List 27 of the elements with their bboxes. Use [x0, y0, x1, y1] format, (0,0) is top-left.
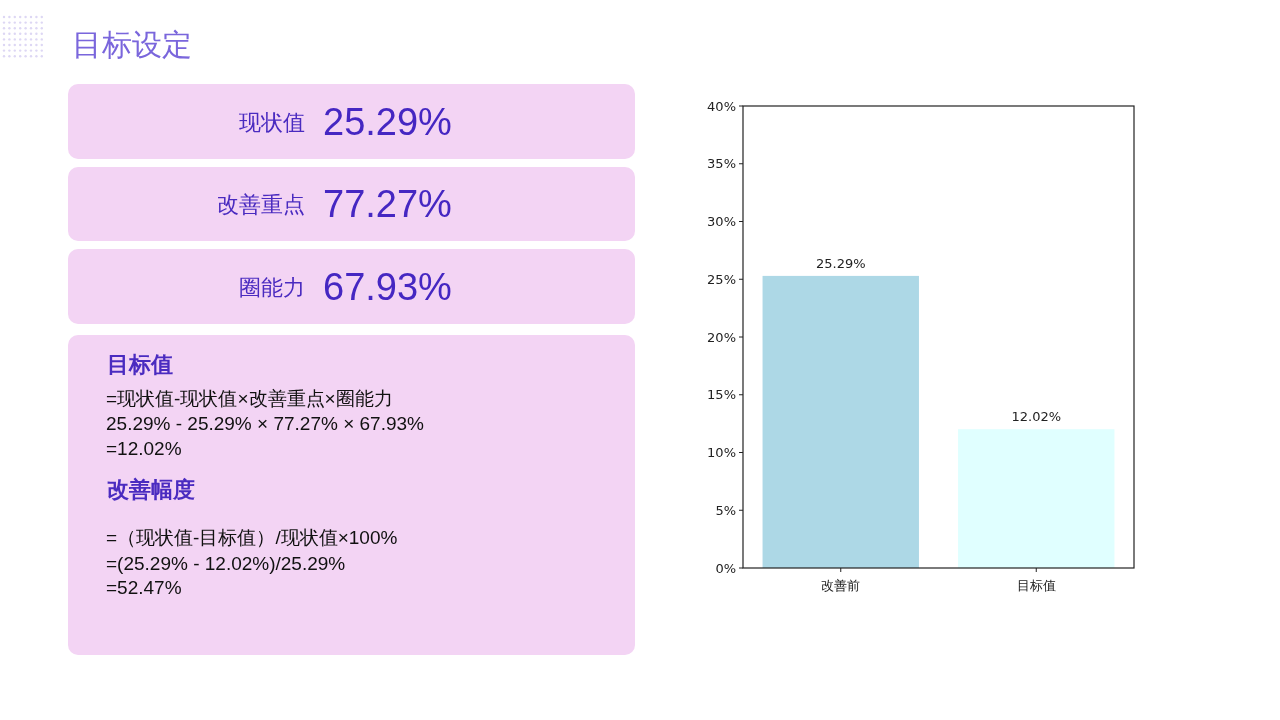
text: 25.29% — [323, 100, 452, 143]
text: 改善重点 — [217, 192, 305, 217]
text: =12.02% — [106, 438, 182, 459]
text: =现状值-现状值×改善重点×圈能力 — [106, 388, 393, 409]
y-tick-label: 25% — [707, 271, 736, 287]
y-tick-label: 20% — [707, 329, 736, 345]
y-tick-label: 0% — [715, 560, 736, 576]
text: 67.93% — [323, 265, 452, 308]
text: =(25.29% - 12.02%)/25.29% — [106, 553, 346, 574]
y-tick-label: 35% — [707, 156, 736, 172]
data-label: 12.02% — [1011, 409, 1062, 425]
y-tick-label: 15% — [707, 387, 736, 403]
text: 圈能力 — [239, 274, 305, 300]
y-tick-label: 40% — [707, 98, 736, 114]
data-label: 25.29% — [815, 255, 866, 271]
y-tick-label: 5% — [715, 502, 736, 518]
x-tick-label: 改善前 — [821, 578, 861, 593]
y-tick-label: 30% — [707, 214, 736, 229]
text: =52.47% — [106, 577, 182, 598]
text: 改善幅度 — [107, 477, 195, 502]
y-tick-label: 10% — [707, 445, 736, 460]
text: 目标值 — [107, 352, 173, 377]
text: =（现状值-目标值）/现状值×100% — [106, 527, 398, 548]
text: 25.29% - 25.29% × 77.27% × 67.93% — [106, 413, 425, 434]
text: 目标设定 — [72, 28, 192, 61]
text: 现状值 — [239, 109, 305, 135]
text: 77.27% — [323, 183, 452, 225]
